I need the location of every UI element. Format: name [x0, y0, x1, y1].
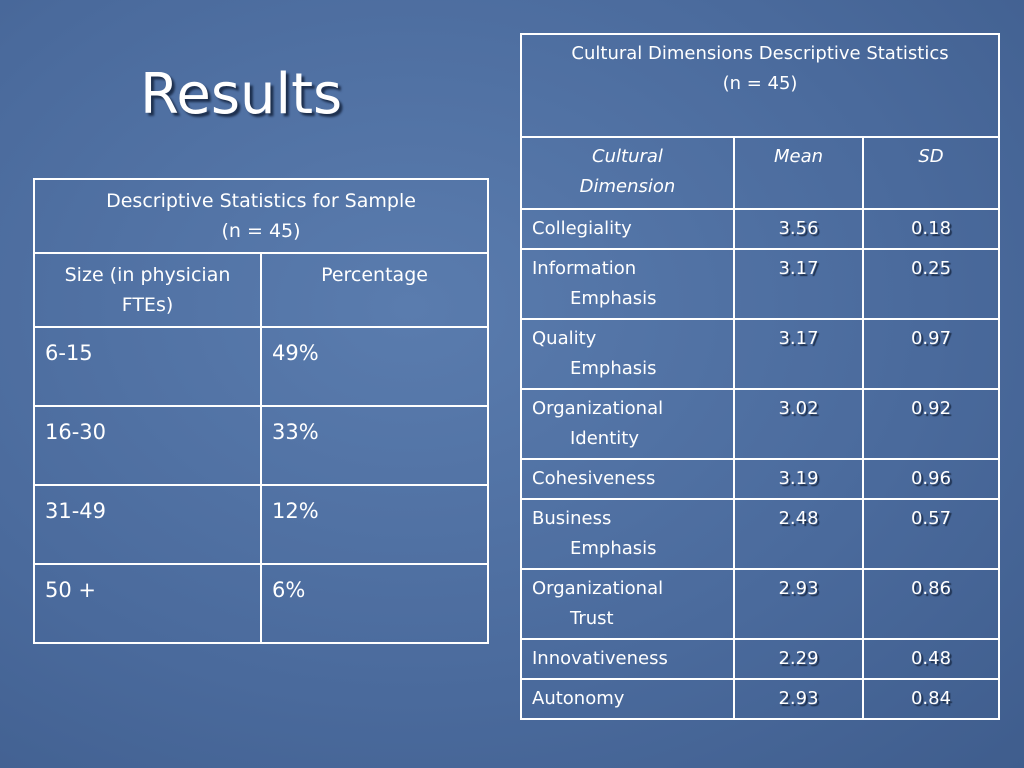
cell: 12% — [259, 484, 490, 565]
title-text: Descriptive Statistics for Sample — [106, 190, 416, 212]
sd-cell: 0.96 — [861, 458, 1001, 500]
cell: 31-49 — [33, 484, 262, 565]
dimension-text: Organizational Identity — [532, 398, 664, 449]
dimension-cell: Autonomy — [520, 678, 735, 720]
mean-cell: 2.48 — [733, 498, 864, 570]
dimension-cell: Quality Emphasis — [520, 318, 735, 390]
header-cell: Mean — [733, 136, 864, 210]
mean-cell: 3.02 — [733, 388, 864, 460]
mean-cell: 2.93 — [733, 678, 864, 720]
table-title: Cultural Dimensions Descriptive Statisti… — [519, 33, 1001, 138]
data-row: Autonomy 2.93 0.84 — [520, 678, 1001, 720]
title-row: Cultural Dimensions Descriptive Statisti… — [519, 33, 1001, 138]
sd-cell: 0.86 — [861, 568, 1001, 640]
sd-cell: 0.84 — [861, 678, 1001, 720]
dimension-text: Business Emphasis — [532, 508, 657, 559]
mean-cell: 3.17 — [733, 318, 864, 390]
dimension-cell: Organizational Identity — [520, 388, 735, 460]
sd-cell: 0.18 — [861, 208, 1001, 250]
sd-cell: 0.92 — [861, 388, 1001, 460]
data-row: Information Emphasis 3.17 0.25 — [520, 248, 1001, 320]
cell: 33% — [259, 405, 490, 486]
culture-table: Cultural Dimensions Descriptive Statisti… — [519, 33, 1001, 720]
dimension-text: Collegiality — [532, 218, 632, 239]
mean-cell: 3.17 — [733, 248, 864, 320]
dimension-cell: Innovativeness — [520, 638, 735, 680]
dimension-cell: Business Emphasis — [520, 498, 735, 570]
data-row: Innovativeness 2.29 0.48 — [520, 638, 1001, 680]
sd-cell: 0.25 — [861, 248, 1001, 320]
sd-cell: 0.57 — [861, 498, 1001, 570]
data-row: Collegiality 3.56 0.18 — [520, 208, 1001, 250]
dimension-text: Organizational Trust — [532, 578, 664, 629]
cell: 50 + — [33, 563, 262, 644]
data-row: Quality Emphasis 3.17 0.97 — [520, 318, 1001, 390]
table-title: Descriptive Statistics for Sample (n = 45… — [32, 178, 490, 254]
dimension-cell: Collegiality — [520, 208, 735, 250]
data-row: Business Emphasis 2.48 0.57 — [520, 498, 1001, 570]
cell: 16-30 — [33, 405, 262, 486]
data-row: Cohesiveness 3.19 0.96 — [520, 458, 1001, 500]
dimension-text: Quality Emphasis — [532, 328, 657, 379]
data-row: Organizational Trust 2.93 0.86 — [520, 568, 1001, 640]
cell: 6-15 — [33, 326, 262, 407]
sd-cell: 0.48 — [861, 638, 1001, 680]
header-cell: Size (in physician FTEs) — [33, 252, 262, 328]
dimension-text: Cohesiveness — [532, 468, 656, 489]
header-cell: Percentage — [259, 252, 490, 328]
header-text: SD — [918, 146, 944, 167]
mean-cell: 3.56 — [733, 208, 864, 250]
dimension-cell: Organizational Trust — [520, 568, 735, 640]
sd-cell: 0.97 — [861, 318, 1001, 390]
header-row: Cultural Dimension Mean SD — [520, 136, 1001, 210]
dimension-text: Autonomy — [532, 688, 625, 709]
dimension-text: Information Emphasis — [532, 258, 657, 309]
data-row: 16-30 33% — [33, 405, 490, 486]
data-row: 50 +6% — [33, 563, 490, 644]
subtitle-text: (n = 45) — [722, 73, 798, 94]
cell: 49% — [259, 326, 490, 407]
data-row: 31-49 12% — [33, 484, 490, 565]
sample-table: Descriptive Statistics for Sample (n = 45… — [32, 178, 490, 644]
subtitle-text: (n = 45) — [221, 220, 301, 242]
cell: 6% — [259, 563, 490, 644]
header-row: Size (in physician FTEs) Percentage — [33, 252, 490, 328]
dimension-cell: Cohesiveness — [520, 458, 735, 500]
data-row: Organizational Identity 3.02 0.92 — [520, 388, 1001, 460]
data-row: 6-15 49% — [33, 326, 490, 407]
dimension-cell: Information Emphasis — [520, 248, 735, 320]
mean-cell: 3.19 — [733, 458, 864, 500]
dimension-text: Innovativeness — [532, 648, 668, 669]
header-text: Mean — [773, 146, 824, 167]
header-cell: SD — [861, 136, 1001, 210]
header-cell: Cultural Dimension — [520, 136, 735, 210]
header-text: Cultural Dimension — [579, 146, 676, 197]
mean-cell: 2.29 — [733, 638, 864, 680]
slide-title: Results — [140, 62, 343, 127]
mean-cell: 2.93 — [733, 568, 864, 640]
title-row: Descriptive Statistics for Sample (n = 45… — [32, 178, 490, 254]
title-text: Cultural Dimensions Descriptive Statisti… — [571, 43, 949, 64]
